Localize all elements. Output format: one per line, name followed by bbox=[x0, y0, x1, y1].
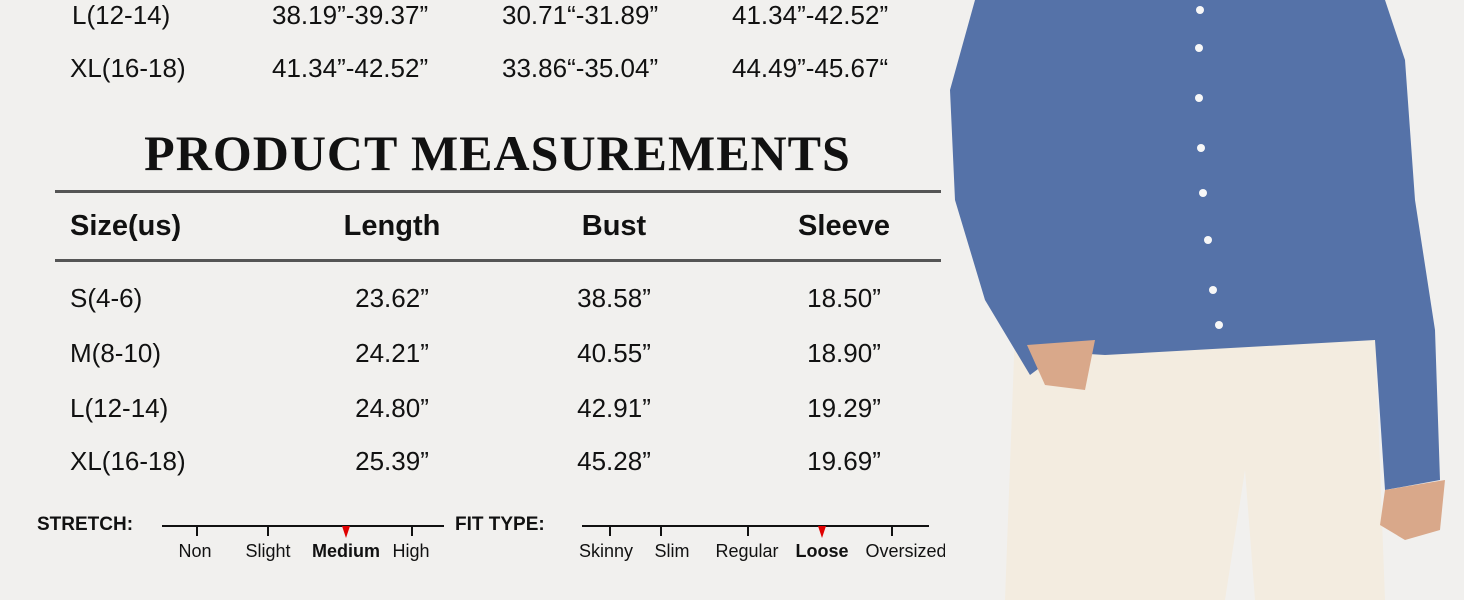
header-size: Size(us) bbox=[70, 210, 182, 242]
scale-option: High bbox=[392, 541, 430, 561]
cell: 44.49”-45.67“ bbox=[732, 53, 889, 83]
stretch-label: STRETCH: bbox=[37, 514, 134, 535]
scale-tick bbox=[891, 526, 893, 536]
size-cell: XL(16-18) bbox=[70, 53, 186, 83]
measurement-cell: 42.91” bbox=[577, 393, 651, 423]
size-cell: S(4-6) bbox=[70, 283, 143, 313]
scale-option: Skinny bbox=[578, 541, 634, 561]
measurement-cell: 19.29” bbox=[807, 393, 881, 423]
fit-label: FIT TYPE: bbox=[455, 514, 545, 535]
size-cell: L(12-14) bbox=[70, 393, 169, 423]
measurement-cell: 25.39” bbox=[355, 446, 429, 476]
model-photo bbox=[945, 0, 1464, 600]
header-bust: Bust bbox=[581, 210, 647, 242]
divider bbox=[55, 190, 941, 193]
cell: 30.71“-31.89” bbox=[502, 0, 659, 30]
scale-option: Slim bbox=[654, 541, 690, 561]
hand bbox=[1027, 340, 1095, 390]
scale-tick bbox=[196, 526, 198, 536]
measurement-cell: 18.50” bbox=[807, 283, 881, 313]
scale-tick bbox=[747, 526, 749, 536]
scale-option: Slight bbox=[245, 541, 291, 561]
measurement-cell: 38.58” bbox=[577, 283, 651, 313]
measurement-cell: 45.28” bbox=[577, 446, 651, 476]
scale-option: Non bbox=[178, 541, 212, 561]
cardigan bbox=[950, 0, 1440, 490]
measurement-cell: 24.21” bbox=[355, 338, 429, 368]
scale-option: Medium bbox=[311, 541, 381, 561]
pants bbox=[1005, 330, 1385, 600]
size-cell: XL(16-18) bbox=[70, 446, 186, 476]
divider bbox=[55, 259, 941, 262]
header-length: Length bbox=[343, 210, 441, 242]
scale-option: Oversized bbox=[865, 541, 947, 561]
header-sleeve: Sleeve bbox=[798, 210, 890, 242]
measurement-cell: 24.80” bbox=[355, 393, 429, 423]
page-title: PRODUCT MEASUREMENTS bbox=[144, 125, 851, 181]
cell: 33.86“-35.04” bbox=[502, 53, 659, 83]
scale-line bbox=[582, 525, 929, 527]
measurement-cell: 19.69” bbox=[807, 446, 881, 476]
hand bbox=[1380, 480, 1445, 540]
cell: 41.34”-42.52” bbox=[732, 0, 889, 30]
scale-tick bbox=[267, 526, 269, 536]
scale-tick bbox=[609, 526, 611, 536]
scale-option: Loose bbox=[795, 541, 849, 561]
cell: 38.19”-39.37” bbox=[272, 0, 429, 30]
measurement-cell: 18.90” bbox=[807, 338, 881, 368]
cell: 41.34”-42.52” bbox=[272, 53, 429, 83]
scale-tick bbox=[660, 526, 662, 536]
size-cell: L(12-14) bbox=[72, 0, 171, 30]
scale-line bbox=[162, 525, 444, 527]
selected-marker bbox=[342, 526, 350, 538]
measurement-cell: 23.62” bbox=[355, 283, 429, 313]
scale-tick bbox=[411, 526, 413, 536]
selected-marker bbox=[818, 526, 826, 538]
scale-option: Regular bbox=[715, 541, 779, 561]
measurement-cell: 40.55” bbox=[577, 338, 651, 368]
size-cell: M(8-10) bbox=[70, 338, 162, 368]
